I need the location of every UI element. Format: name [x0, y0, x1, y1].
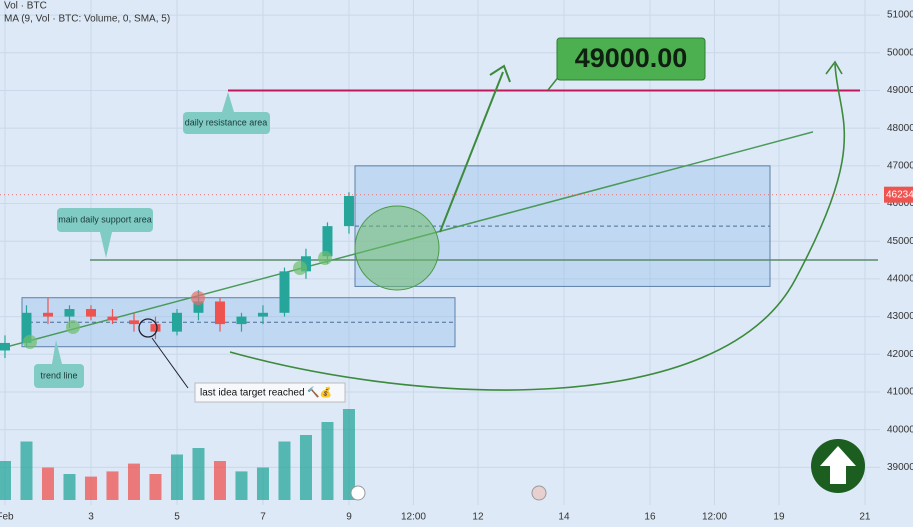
candle-body — [0, 342, 10, 351]
candle-body — [64, 309, 75, 317]
note: last idea target reached 🔨💰 — [200, 386, 332, 399]
up-arrow — [820, 446, 856, 484]
volume-bar — [84, 476, 97, 500]
last-price-label: 46234 — [886, 189, 913, 200]
candle-body — [322, 226, 333, 257]
touch-point — [318, 251, 332, 265]
y-tick-label: 50000 — [887, 47, 913, 58]
x-tick-label: 12:00 — [702, 512, 727, 523]
volume-bar — [0, 461, 11, 500]
x-tick-label: 7 — [260, 512, 266, 523]
target-box — [556, 37, 706, 81]
axes: 39000 40000 41000 42000 43000 44000 45000 46000… — [0, 10, 913, 523]
candle-body — [257, 312, 268, 317]
candle-body — [107, 316, 118, 321]
y-tick-label: 41000 — [887, 387, 913, 398]
candle-body — [193, 301, 204, 313]
arrow-head — [489, 64, 511, 83]
volume-bar — [213, 461, 226, 500]
note: trend line — [40, 370, 77, 380]
x-tick-label: Feb — [0, 512, 14, 523]
volume-bar — [235, 471, 248, 500]
touch-point — [191, 291, 205, 305]
candle-body — [42, 312, 53, 317]
candle-body — [85, 309, 96, 317]
note: daily resistance area — [185, 117, 268, 127]
event-icon[interactable] — [350, 485, 366, 501]
legend-subtitle: MA (9, Vol · BTC: Volume, 0, SMA, 5) — [4, 14, 170, 25]
x-tick-label: 14 — [558, 512, 570, 523]
note-tail — [222, 92, 234, 112]
candle-body — [214, 301, 225, 325]
volume-bar — [106, 471, 119, 500]
y-tick-label: 49000 — [887, 85, 913, 96]
candle-body — [279, 271, 290, 313]
note-tail — [100, 232, 112, 258]
y-tick-label: 46000 — [887, 198, 913, 209]
marker-circle — [138, 318, 158, 338]
x-tick-label: 19 — [773, 512, 785, 523]
note-box — [57, 208, 153, 232]
candle-body — [128, 320, 139, 325]
y-tick-label: 48000 — [887, 123, 913, 134]
volume-bar — [256, 467, 269, 500]
touch-point — [66, 320, 80, 334]
volume-bar — [170, 454, 183, 500]
candle-body — [236, 316, 247, 325]
x-tick-label: 12 — [472, 512, 484, 523]
candles — [0, 192, 354, 359]
pointer-line — [151, 337, 189, 389]
x-tick-label: 9 — [346, 512, 352, 523]
y-tick-label: 42000 — [887, 349, 913, 360]
volume-bar — [41, 467, 54, 500]
legend-title: Vol · BTC — [4, 1, 47, 12]
volume — [0, 409, 355, 500]
x-tick-label: 5 — [174, 512, 180, 523]
highlight-circle — [354, 205, 440, 291]
x-tick-label: 21 — [859, 512, 871, 523]
x-tick-label: 12:00 — [401, 512, 426, 523]
volume-bar — [299, 435, 312, 500]
note-box — [34, 364, 84, 388]
note: main daily support area — [58, 214, 152, 224]
volume-bar — [321, 422, 334, 500]
volume-bar — [127, 463, 140, 500]
y-tick-label: 39000 — [887, 462, 913, 473]
volume-bar — [20, 441, 33, 500]
x-tick-label: 16 — [644, 512, 656, 523]
y-tick-label: 45000 — [887, 236, 913, 247]
y-tick-label: 43000 — [887, 311, 913, 322]
volume-bar — [149, 474, 162, 500]
y-tick-label: 40000 — [887, 424, 913, 435]
y-tick-label: 51000 — [887, 10, 913, 21]
candle-body — [171, 312, 182, 332]
candle-body — [150, 324, 161, 332]
touch-point — [293, 261, 307, 275]
touch-point — [23, 335, 37, 349]
y-tick-label: 47000 — [887, 160, 913, 171]
volume-bar — [342, 409, 355, 500]
candle-body — [300, 256, 311, 272]
note-box — [183, 112, 270, 134]
target-label: 49000.00 — [575, 43, 688, 73]
candle-body — [343, 195, 354, 227]
event-icon[interactable] — [531, 485, 547, 501]
curve-arrow — [229, 63, 846, 391]
note-tail — [52, 340, 62, 364]
candle-body — [21, 312, 32, 343]
x-tick-label: 3 — [88, 512, 94, 523]
arrow-head — [825, 60, 843, 75]
last-price-tag — [884, 186, 913, 203]
projection-arrow — [439, 71, 504, 233]
volume-bar — [278, 441, 291, 500]
volume-bar — [192, 448, 205, 500]
volume-bar — [63, 474, 76, 500]
note-box — [194, 382, 346, 403]
y-tick-label: 44000 — [887, 274, 913, 285]
